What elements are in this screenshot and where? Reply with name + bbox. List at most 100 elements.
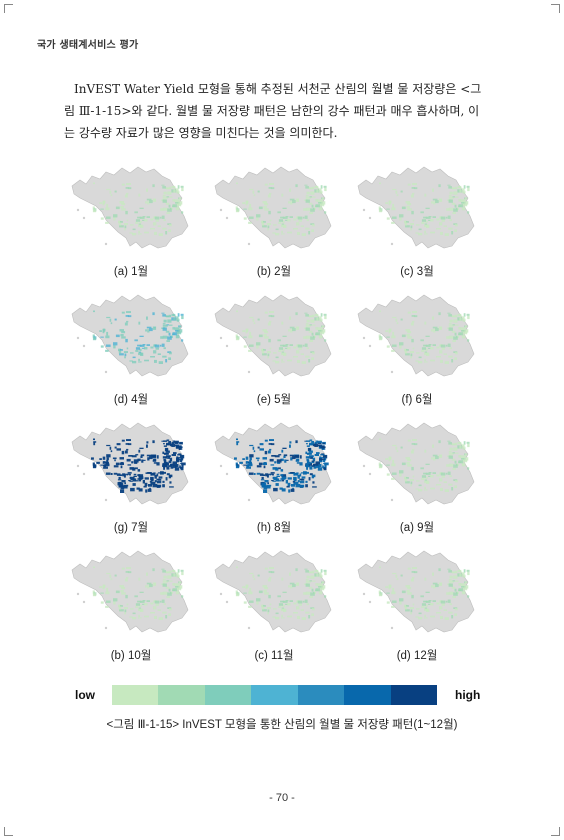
forest-patch — [262, 457, 267, 460]
forest-patch — [157, 225, 161, 227]
forest-patch — [130, 487, 135, 492]
map-panel-label: (d) 4월 — [113, 394, 149, 406]
forest-patch — [129, 616, 133, 618]
forest-patch — [147, 201, 150, 205]
forest-patch — [433, 585, 436, 589]
forest-patch — [451, 487, 454, 491]
forest-patch — [274, 455, 280, 458]
forest-patch — [324, 315, 327, 320]
forest-patch — [436, 612, 441, 614]
forest-patch — [407, 605, 409, 607]
forest-patch — [310, 336, 315, 340]
forest-patch — [146, 316, 148, 320]
forest-patch — [181, 464, 184, 468]
forest-patch — [304, 599, 308, 603]
forest-patch — [264, 567, 268, 570]
forest-patch — [388, 584, 392, 588]
forest-patch — [319, 320, 323, 322]
forest-patch — [306, 467, 308, 470]
forest-patch — [245, 200, 249, 204]
island-mark — [82, 472, 86, 476]
forest-water-storage-map — [214, 294, 332, 377]
forest-patch — [264, 605, 266, 607]
forest-patch — [155, 347, 159, 350]
forest-patch — [142, 480, 145, 484]
forest-patch — [245, 462, 248, 464]
forest-patch — [119, 225, 124, 228]
forest-patch — [448, 335, 454, 339]
forest-patch — [128, 455, 133, 457]
forest-patch — [110, 194, 113, 197]
forest-patch — [298, 347, 302, 350]
forest-patch — [153, 350, 157, 354]
forest-patch — [287, 482, 291, 486]
forest-patch — [126, 311, 131, 313]
forest-patch — [306, 463, 309, 465]
forest-patch — [267, 450, 271, 454]
forest-patch — [125, 187, 129, 189]
forest-patch — [119, 221, 122, 223]
forest-patch — [392, 188, 397, 191]
forest-patch — [179, 448, 183, 450]
forest-patch — [289, 454, 295, 457]
forest-patch — [242, 330, 245, 332]
forest-patch — [448, 570, 452, 573]
forest-patch — [126, 320, 129, 323]
forest-patch — [125, 571, 129, 573]
forest-patch — [115, 206, 120, 210]
forest-patch — [132, 360, 137, 364]
forest-patch — [168, 229, 171, 232]
forest-patch — [315, 589, 319, 591]
forest-patch — [405, 201, 410, 204]
crop-mark-top-right — [551, 4, 560, 13]
forest-patch — [154, 216, 160, 220]
forest-patch — [448, 591, 454, 595]
forest-patch — [388, 458, 391, 462]
forest-patch — [131, 455, 137, 458]
forest-patch — [463, 331, 468, 335]
forest-patch — [248, 600, 254, 603]
forest-patch — [110, 473, 113, 475]
forest-patch — [165, 477, 168, 481]
forest-patch — [297, 359, 300, 363]
forest-patch — [314, 313, 318, 317]
forest-patch — [428, 347, 431, 349]
forest-patch — [281, 224, 286, 228]
forest-patch — [448, 580, 454, 583]
forest-patch — [305, 323, 309, 325]
forest-patch — [177, 185, 180, 189]
forest-patch — [150, 481, 156, 485]
forest-patch — [399, 598, 404, 602]
forest-patch — [120, 206, 124, 209]
forest-patch — [262, 609, 267, 612]
forest-patch — [176, 574, 180, 577]
forest-patch — [320, 454, 325, 456]
forest-patch — [316, 313, 319, 316]
forest-patch — [305, 480, 308, 483]
forest-patch — [460, 327, 466, 331]
forest-patch — [439, 222, 443, 226]
forest-patch — [322, 465, 324, 469]
forest-patch — [462, 190, 466, 193]
forest-patch — [176, 576, 180, 578]
forest-patch — [179, 581, 182, 584]
island-mark — [104, 626, 108, 630]
forest-patch — [290, 585, 293, 589]
forest-patch — [170, 463, 176, 466]
map-panel-label: (b) 10월 — [110, 650, 152, 662]
forest-patch — [410, 228, 412, 231]
forest-patch — [162, 327, 167, 331]
forest-patch — [166, 455, 171, 458]
forest-patch — [418, 360, 423, 364]
forest-patch — [436, 602, 440, 605]
forest-patch — [135, 222, 139, 224]
forest-patch — [453, 208, 458, 212]
island-mark — [247, 370, 251, 374]
forest-patch — [421, 219, 426, 222]
forest-patch — [304, 583, 307, 585]
forest-patch — [126, 347, 129, 350]
forest-patch — [282, 216, 288, 219]
forest-patch — [175, 464, 179, 467]
legend-high-label: high — [455, 688, 481, 702]
map-panel-label: (g) 7월 — [113, 522, 149, 534]
